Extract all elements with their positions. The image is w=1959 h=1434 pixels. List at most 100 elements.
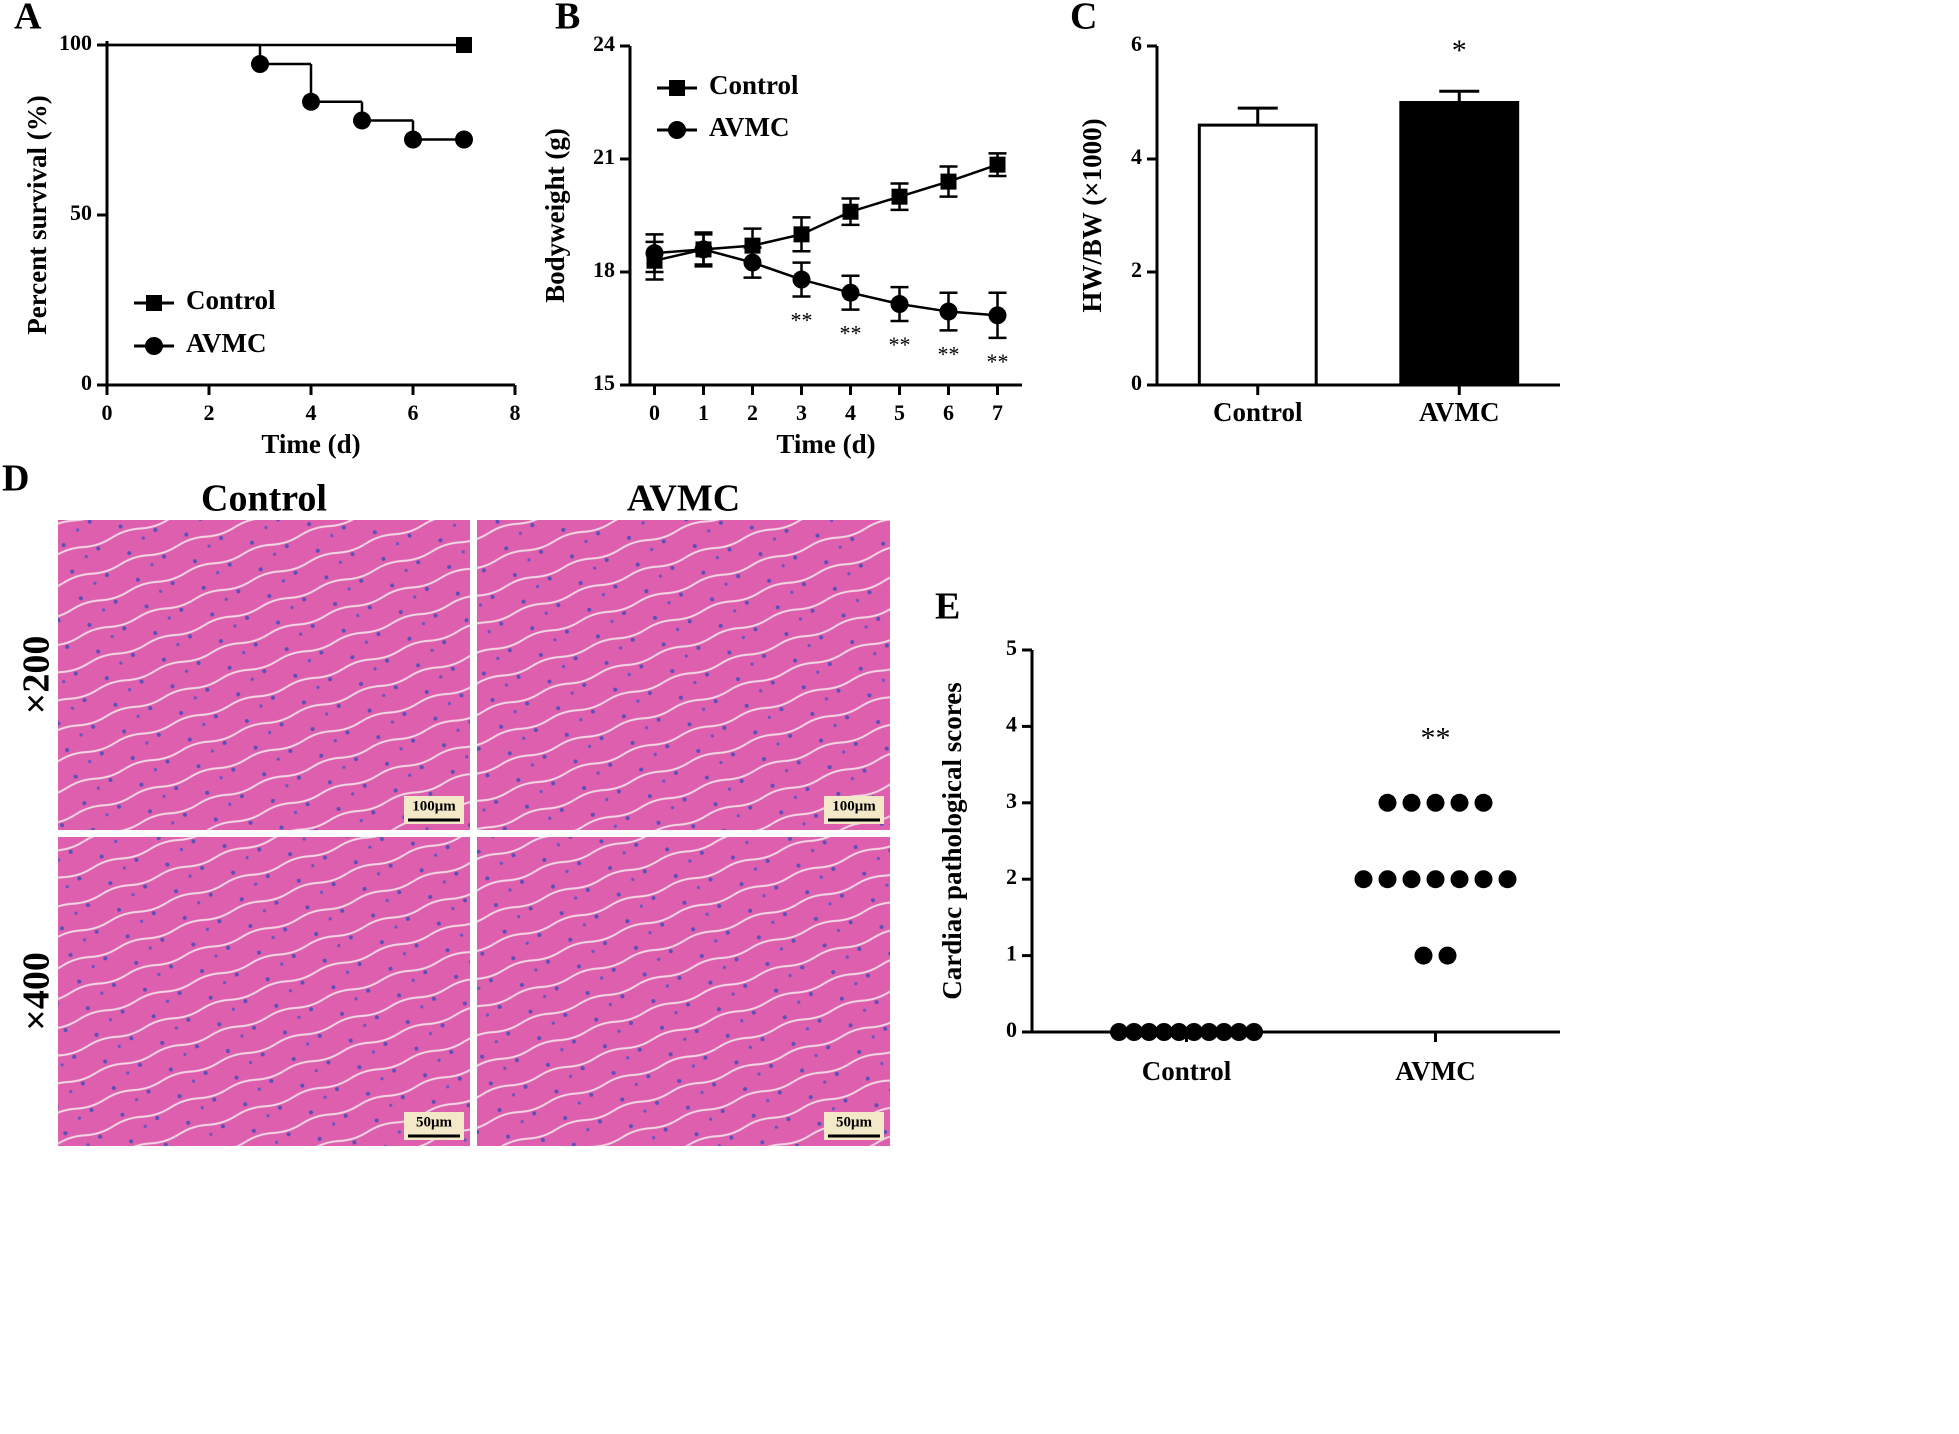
y-tick-label: 100 xyxy=(59,30,92,55)
legend-label: Control xyxy=(186,285,276,315)
y-tick-label: 3 xyxy=(1006,788,1017,813)
x-tick-label: 4 xyxy=(845,400,856,425)
y-axis-label: Bodyweight (g) xyxy=(540,128,570,303)
point-marker xyxy=(404,130,422,149)
x-tick-label: 0 xyxy=(102,400,113,425)
score-dot xyxy=(1426,870,1445,889)
column-title: Control xyxy=(201,478,327,520)
score-dot xyxy=(1474,870,1493,889)
panel-letter: D xyxy=(2,458,29,500)
point-marker xyxy=(744,237,761,254)
point-marker xyxy=(353,111,371,130)
scale-bar-label: 50μm xyxy=(416,1114,453,1130)
x-tick-label: 0 xyxy=(649,400,660,425)
score-dot xyxy=(1245,1023,1263,1041)
score-dot xyxy=(1438,946,1457,965)
y-tick-label: 50 xyxy=(70,200,92,225)
bar xyxy=(1399,101,1520,387)
y-tick-label: 0 xyxy=(81,370,92,395)
y-tick-label: 1 xyxy=(1006,941,1017,966)
legend-label: AVMC xyxy=(186,328,267,358)
x-tick-label: 4 xyxy=(306,400,317,425)
histology-image xyxy=(58,837,470,1146)
score-dot xyxy=(1498,870,1517,889)
point-marker xyxy=(940,173,957,190)
score-dot xyxy=(1378,870,1397,889)
histology-image xyxy=(58,520,470,830)
x-tick-label: 1 xyxy=(698,400,709,425)
panel-letter: C xyxy=(1070,0,1097,38)
significance-label: ** xyxy=(1421,722,1451,755)
score-dot xyxy=(1378,793,1397,812)
y-tick-label: 5 xyxy=(1006,635,1017,660)
y-tick-label: 6 xyxy=(1131,31,1142,56)
point-marker xyxy=(455,130,473,149)
significance-label: ** xyxy=(791,308,813,333)
y-tick-label: 0 xyxy=(1006,1017,1017,1042)
y-axis-label: Percent survival (%) xyxy=(22,95,52,334)
score-dot xyxy=(1474,793,1493,812)
point-marker xyxy=(302,92,320,111)
x-tick-label: 8 xyxy=(510,400,521,425)
y-axis-label: HW/BW (×1000) xyxy=(1077,118,1107,312)
score-dot xyxy=(1185,1023,1203,1041)
score-dot xyxy=(1230,1023,1248,1041)
bar xyxy=(1197,123,1318,387)
x-tick-label: 2 xyxy=(747,400,758,425)
point-marker xyxy=(891,188,908,205)
y-tick-label: 4 xyxy=(1131,144,1142,169)
x-axis-label: Time (d) xyxy=(261,429,360,459)
legend-marker xyxy=(669,80,685,96)
point-marker xyxy=(645,244,664,263)
legend-marker xyxy=(146,295,162,311)
legend-marker xyxy=(145,337,163,355)
panel-letter: E xyxy=(935,586,960,628)
point-marker xyxy=(890,295,909,314)
score-dot xyxy=(1110,1023,1128,1041)
significance-label: ** xyxy=(889,332,911,357)
x-tick-label: Control xyxy=(1142,1056,1232,1086)
x-tick-label: 5 xyxy=(894,400,905,425)
y-axis-label: Cardiac pathological scores xyxy=(937,682,967,999)
x-tick-label: 7 xyxy=(992,400,1003,425)
point-marker xyxy=(989,156,1006,173)
y-tick-label: 2 xyxy=(1131,257,1142,282)
scale-bar-label: 100μm xyxy=(832,798,876,814)
column-title: AVMC xyxy=(627,478,740,520)
x-axis-label: Time (d) xyxy=(776,429,875,459)
x-tick-label: 6 xyxy=(943,400,954,425)
point-marker xyxy=(842,203,859,220)
score-dot xyxy=(1215,1023,1233,1041)
score-dot xyxy=(1426,793,1445,812)
error-bar xyxy=(1237,106,1278,126)
x-tick-label: Control xyxy=(1213,397,1303,427)
score-dot xyxy=(1200,1023,1218,1041)
scale-bar-label: 100μm xyxy=(412,798,456,814)
score-dot xyxy=(1402,870,1421,889)
histology-image xyxy=(477,837,890,1146)
score-dot xyxy=(1140,1023,1158,1041)
point-marker xyxy=(793,226,810,243)
scale-bar-label: 50μm xyxy=(836,1114,873,1130)
score-dot xyxy=(1170,1023,1188,1041)
y-tick-label: 15 xyxy=(593,370,615,395)
significance-label: ** xyxy=(840,321,862,346)
x-tick-label: AVMC xyxy=(1419,397,1500,427)
histology-image xyxy=(477,520,890,830)
score-dot xyxy=(1155,1023,1173,1041)
legend-label: AVMC xyxy=(709,112,790,142)
point-marker xyxy=(456,37,472,53)
y-tick-label: 4 xyxy=(1006,711,1017,736)
x-tick-label: 2 xyxy=(204,400,215,425)
row-label: ×200 xyxy=(16,636,58,715)
score-dot xyxy=(1414,946,1433,965)
point-marker xyxy=(251,55,269,74)
row-label: ×400 xyxy=(16,952,58,1031)
significance-label: ** xyxy=(987,349,1009,374)
point-marker xyxy=(792,270,811,289)
significance-label: ** xyxy=(938,341,960,366)
score-dot xyxy=(1450,870,1469,889)
score-dot xyxy=(1354,870,1373,889)
point-marker xyxy=(694,240,713,259)
